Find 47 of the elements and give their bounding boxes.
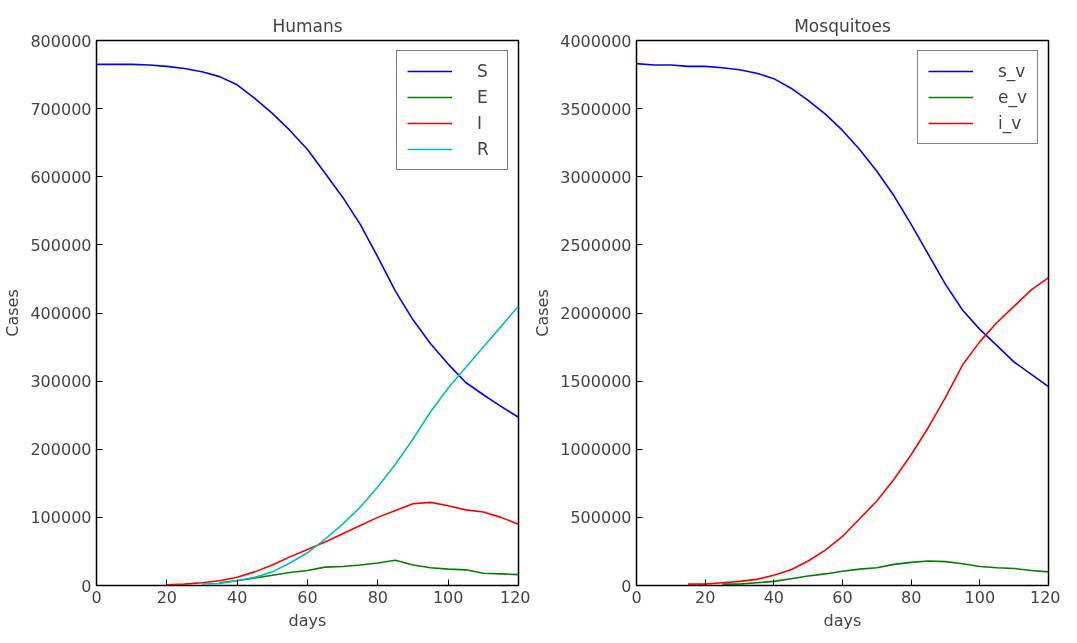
x-tick-label: 120 (1029, 587, 1061, 607)
x-axis-title: days (288, 610, 327, 630)
legend-label: s_v (997, 61, 1026, 81)
legend-label: R (477, 139, 490, 159)
y-tick-label: 800000 (30, 31, 92, 51)
y-tick-label: 2500000 (560, 235, 632, 255)
line-series (721, 560, 1049, 585)
x-tick-label: 60 (297, 587, 318, 607)
y-tick-label: 500000 (570, 508, 632, 528)
y-tick-label: 100000 (30, 508, 92, 528)
x-tick-label: 100 (432, 587, 464, 607)
y-tick-label: 600000 (30, 167, 92, 187)
x-tick-label: 20 (156, 587, 178, 607)
x-tick-label: 60 (832, 587, 853, 607)
x-tick-label: 20 (694, 587, 716, 607)
y-tick-label: 200000 (30, 440, 92, 460)
y-tick-label: 500000 (30, 235, 92, 255)
y-tick-label: 2000000 (560, 304, 632, 323)
y-axis-title: Cases (533, 289, 553, 337)
legend-label: S (477, 61, 489, 81)
x-tick-label: 100 (964, 587, 996, 607)
y-tick-label: 1000000 (560, 440, 632, 460)
x-tick-label: 40 (763, 587, 785, 607)
chart-title: Mosquitoes (794, 15, 891, 36)
y-tick-label: 3000000 (560, 167, 632, 187)
legend-label: i_v (997, 113, 1022, 133)
legend-label: I (477, 113, 483, 133)
line-series (166, 501, 519, 586)
y-tick-label: 3500000 (560, 99, 632, 119)
y-tick-label: 4000000 (560, 31, 632, 51)
x-tick-label: 120 (499, 587, 531, 607)
line-series (687, 276, 1049, 585)
legend-label: e_v (997, 87, 1027, 107)
x-tick-label: 80 (900, 587, 922, 607)
x-axis-title: days (823, 610, 862, 630)
line-series (636, 62, 1049, 388)
legend-label: E (477, 87, 489, 107)
x-tick-label: 40 (226, 587, 248, 607)
y-axis-title: Cases (3, 289, 23, 337)
line-series (96, 63, 519, 419)
y-tick-label: 700000 (30, 99, 92, 119)
y-tick-label: 400000 (30, 304, 92, 323)
y-tick-label: 300000 (30, 372, 92, 392)
line-series (201, 305, 519, 585)
chart-title: Humans (272, 15, 343, 36)
x-tick-label: 80 (367, 587, 389, 607)
y-tick-label: 1500000 (560, 372, 632, 392)
